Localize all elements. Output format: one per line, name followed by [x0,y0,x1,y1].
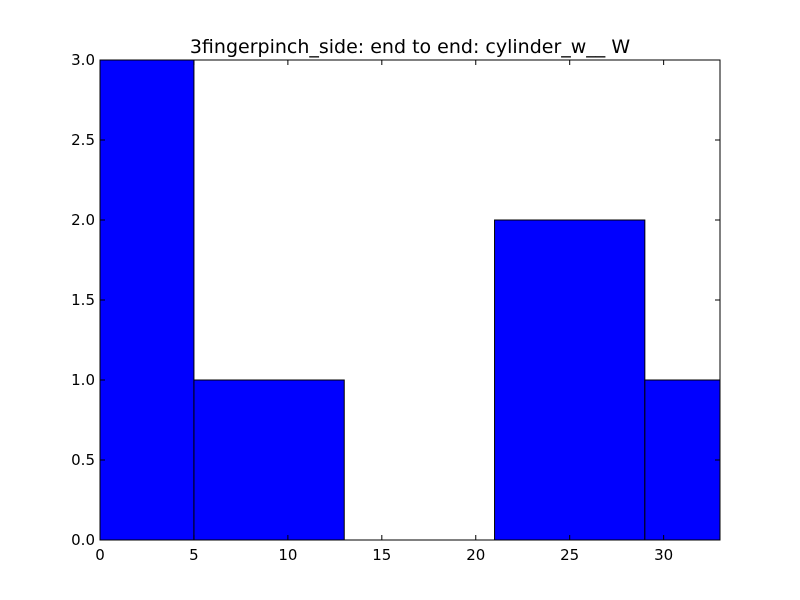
x-tick-label-0: 0 [95,546,105,564]
x-tick-label-5: 25 [560,546,579,564]
x-tick-label-3: 15 [372,546,391,564]
y-tick-label-0: 0.0 [71,531,95,549]
x-tick-label-4: 20 [466,546,485,564]
tick-labels-group: 0 5 10 15 20 25 30 0.0 0.5 1.0 1.5 2.0 2.5 3.0 [71,51,673,564]
histogram-bar-0 [100,60,195,540]
ticks-group [99,59,720,541]
histogram-bar-3 [494,219,646,540]
y-tick-label-6: 3.0 [71,51,95,69]
x-tick-label-6: 30 [654,546,673,564]
y-tick-label-5: 2.5 [71,131,95,149]
x-tick-label-2: 10 [278,546,297,564]
y-tick-label-1: 0.5 [71,451,95,469]
y-tick-label-4: 2.0 [71,211,95,229]
y-tick-label-3: 1.5 [71,291,95,309]
histogram-bar-1 [193,379,345,540]
bars-group [100,60,720,540]
chart-title: 3fingerpinch_side: end to end: cylinder_… [190,36,631,58]
histogram-bar-4 [644,379,720,540]
x-tick-label-1: 5 [189,546,199,564]
y-tick-label-2: 1.0 [71,371,95,389]
